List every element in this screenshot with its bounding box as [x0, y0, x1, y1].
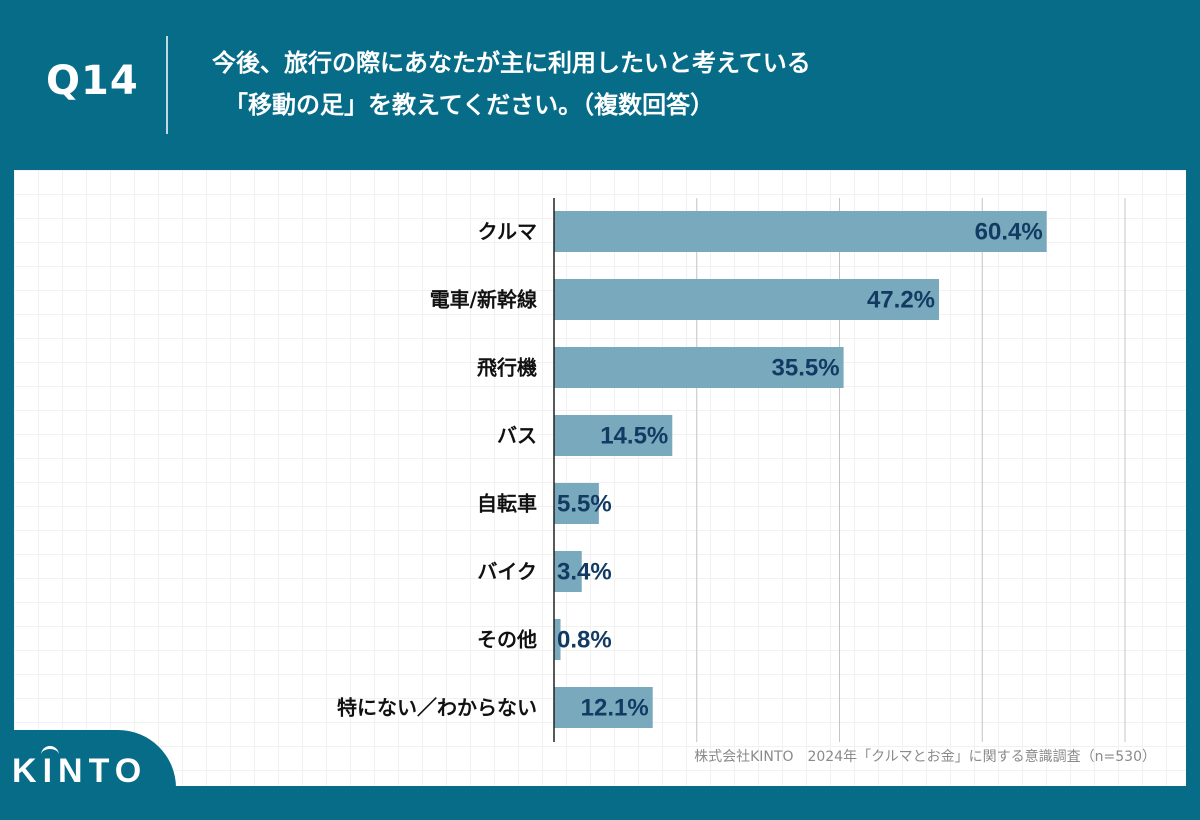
data-label: 47.2%	[867, 287, 935, 314]
question-number: Q14	[46, 58, 146, 104]
logo-letters-nto: NTO	[58, 752, 147, 790]
question-line-2: 「移動の足」を教えてください。（複数回答）	[224, 84, 1172, 126]
data-label: 0.8%	[557, 627, 612, 654]
category-label: 飛行機	[477, 356, 537, 380]
category-label: 電車/新幹線	[430, 288, 537, 312]
logo-letter-i: I	[43, 752, 58, 790]
data-label: 3.4%	[557, 559, 612, 586]
data-label: 12.1%	[581, 695, 649, 722]
kinto-logo: KINTO	[12, 752, 147, 791]
data-label: 60.4%	[975, 219, 1043, 246]
bar-1	[554, 211, 1047, 252]
data-label: 5.5%	[557, 491, 612, 518]
category-label: 自転車	[477, 492, 537, 516]
question-text: 今後、旅行の際にあなたが主に利用したいと考えている 「移動の足」を教えてください…	[212, 42, 1172, 126]
category-label: 特にない／わからない	[337, 696, 537, 720]
header-divider	[166, 36, 168, 134]
question-line-1: 今後、旅行の際にあなたが主に利用したいと考えている	[212, 42, 1172, 84]
data-label: 35.5%	[772, 355, 840, 382]
category-label: クルマ	[478, 220, 537, 244]
chart-panel: クルマ 60.4% 電車/新幹線 47.2% 飛行機 35.5% バス 14.5% 自転車 5.5…	[14, 170, 1186, 786]
question-header: Q14 今後、旅行の際にあなたが主に利用したいと考えている 「移動の足」を教えて…	[0, 0, 1200, 170]
data-label: 14.5%	[600, 423, 668, 450]
logo-letter-k: K	[12, 752, 43, 790]
category-label: その他	[477, 628, 537, 652]
bar-chart: クルマ 60.4% 電車/新幹線 47.2% 飛行機 35.5% バス 14.5% 自転車 5.5…	[14, 170, 1186, 786]
category-label: バイク	[477, 560, 537, 584]
source-note: 株式会社KINTO 2024年「クルマとお金」に関する意識調査（n=530）	[694, 746, 1156, 766]
category-label: バス	[497, 424, 537, 448]
